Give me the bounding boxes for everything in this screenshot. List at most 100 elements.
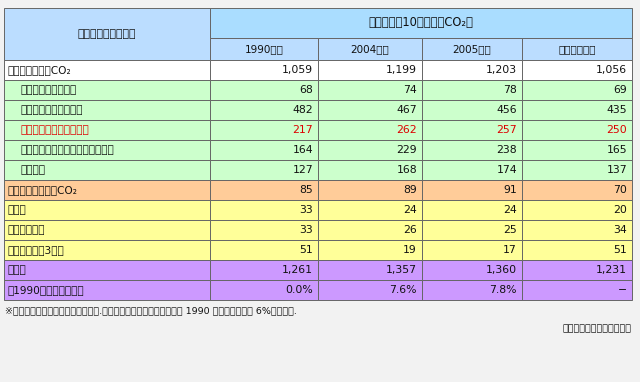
- Text: 非エネルギー起源CO₂: 非エネルギー起源CO₂: [7, 185, 77, 195]
- Text: 24: 24: [403, 205, 417, 215]
- Bar: [318, 180, 422, 200]
- Bar: [422, 220, 522, 240]
- Text: 0.0%: 0.0%: [285, 285, 313, 295]
- Bar: [422, 60, 522, 80]
- Bar: [318, 140, 422, 160]
- Text: 業務その他部門（オフィスなど）: 業務その他部門（オフィスなど）: [20, 145, 114, 155]
- Bar: [318, 220, 422, 240]
- Bar: [210, 220, 318, 240]
- Bar: [522, 38, 632, 60]
- Text: 17: 17: [503, 245, 517, 255]
- Text: 24: 24: [503, 205, 517, 215]
- Bar: [210, 120, 318, 140]
- Bar: [318, 240, 422, 260]
- Text: 262: 262: [396, 125, 417, 135]
- Text: 合　計: 合 計: [7, 265, 26, 275]
- Bar: [522, 60, 632, 80]
- Bar: [422, 180, 522, 200]
- Bar: [522, 280, 632, 300]
- Bar: [422, 80, 522, 100]
- Text: 174: 174: [497, 165, 517, 175]
- Bar: [522, 80, 632, 100]
- Bar: [4, 200, 210, 220]
- Text: 運輸部門（自動車など）: 運輸部門（自動車など）: [20, 125, 89, 135]
- Bar: [522, 120, 632, 140]
- Bar: [4, 180, 210, 200]
- Text: 51: 51: [613, 245, 627, 255]
- Bar: [318, 200, 422, 220]
- Text: 7.8%: 7.8%: [490, 285, 517, 295]
- Bar: [210, 8, 632, 38]
- Text: 一酸化二窒素: 一酸化二窒素: [7, 225, 45, 235]
- Bar: [422, 100, 522, 120]
- Bar: [4, 160, 210, 180]
- Bar: [4, 240, 210, 260]
- Text: 482: 482: [292, 105, 313, 115]
- Bar: [4, 120, 210, 140]
- Bar: [422, 38, 522, 60]
- Bar: [522, 180, 632, 200]
- Text: 1,357: 1,357: [386, 265, 417, 275]
- Text: 代替フロン箉3ガス: 代替フロン箉3ガス: [7, 245, 64, 255]
- Bar: [4, 260, 210, 280]
- Bar: [522, 100, 632, 120]
- Bar: [318, 120, 422, 140]
- Bar: [4, 140, 210, 160]
- Text: 議定書の目標: 議定書の目標: [558, 44, 596, 54]
- Text: エネルギー起源CO₂: エネルギー起源CO₂: [7, 65, 71, 75]
- Text: 1,056: 1,056: [596, 65, 627, 75]
- Text: 250: 250: [606, 125, 627, 135]
- Bar: [522, 200, 632, 220]
- Bar: [210, 180, 318, 200]
- Bar: [318, 100, 422, 120]
- Bar: [210, 140, 318, 160]
- Text: 51: 51: [300, 245, 313, 255]
- Text: 1,231: 1,231: [596, 265, 627, 275]
- Text: 456: 456: [497, 105, 517, 115]
- Text: 1,059: 1,059: [282, 65, 313, 75]
- Text: 1,203: 1,203: [486, 65, 517, 75]
- Bar: [318, 280, 422, 300]
- Bar: [422, 200, 522, 220]
- Bar: [210, 80, 318, 100]
- Bar: [210, 100, 318, 120]
- Text: 排出量　（10０万トンCO₂）: 排出量 （10０万トンCO₂）: [369, 16, 474, 29]
- Bar: [210, 60, 318, 80]
- Text: 2004年度: 2004年度: [351, 44, 389, 54]
- Text: 229: 229: [396, 145, 417, 155]
- Bar: [210, 160, 318, 180]
- Text: 85: 85: [300, 185, 313, 195]
- Bar: [4, 280, 210, 300]
- Bar: [210, 280, 318, 300]
- Text: 217: 217: [292, 125, 313, 135]
- Text: 34: 34: [613, 225, 627, 235]
- Text: −: −: [618, 285, 627, 295]
- Bar: [422, 160, 522, 180]
- Text: 33: 33: [300, 225, 313, 235]
- Text: 70: 70: [613, 185, 627, 195]
- Text: 467: 467: [396, 105, 417, 115]
- Text: 89: 89: [403, 185, 417, 195]
- Bar: [422, 260, 522, 280]
- Bar: [422, 140, 522, 160]
- Bar: [4, 80, 210, 100]
- Text: 74: 74: [403, 85, 417, 95]
- Bar: [4, 220, 210, 240]
- Text: 25: 25: [503, 225, 517, 235]
- Bar: [318, 38, 422, 60]
- Text: 137: 137: [606, 165, 627, 175]
- Text: 165: 165: [606, 145, 627, 155]
- Text: 家庭部門: 家庭部門: [20, 165, 45, 175]
- Bar: [422, 280, 522, 300]
- Text: 168: 168: [396, 165, 417, 175]
- Text: 91: 91: [503, 185, 517, 195]
- Bar: [522, 160, 632, 180]
- Bar: [4, 8, 210, 60]
- Text: 1,199: 1,199: [386, 65, 417, 75]
- Bar: [210, 38, 318, 60]
- Text: 127: 127: [292, 165, 313, 175]
- Bar: [422, 240, 522, 260]
- Bar: [522, 220, 632, 240]
- Text: 435: 435: [606, 105, 627, 115]
- Text: 1990年度: 1990年度: [244, 44, 284, 54]
